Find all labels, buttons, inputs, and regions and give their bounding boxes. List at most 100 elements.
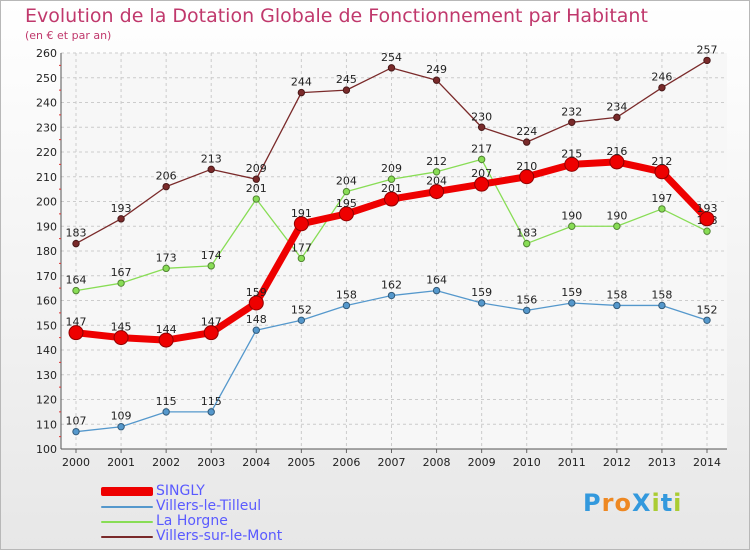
data-label-villers-le-tilleul: 159 — [561, 286, 582, 299]
logo-letter: t — [660, 489, 674, 517]
data-point-villers-sur-le-mont — [703, 56, 711, 65]
data-point-la-horgne — [432, 168, 441, 176]
y-tick-label: 100 — [36, 443, 57, 456]
logo-letter: i — [673, 489, 683, 517]
data-label-singly: 145 — [111, 321, 132, 334]
data-point-villers-sur-le-mont — [297, 88, 306, 97]
data-point-la-horgne — [387, 175, 396, 183]
data-point-villers-le-tilleul — [613, 301, 621, 310]
data-label-singly: 195 — [336, 197, 357, 210]
data-point-villers-sur-le-mont — [387, 64, 396, 72]
x-tick-label: 2005 — [287, 456, 315, 469]
data-point-villers-le-tilleul — [477, 299, 486, 307]
data-label-singly: 193 — [697, 202, 718, 215]
data-point-la-horgne — [252, 195, 260, 203]
data-point-singly — [158, 332, 174, 348]
logo-letter: X — [631, 489, 652, 517]
data-label-villers-sur-le-mont: 244 — [291, 76, 312, 89]
data-label-la-horgne: 164 — [66, 274, 87, 287]
data-point-villers-sur-le-mont — [568, 118, 576, 127]
y-tick-label: 160 — [36, 295, 57, 308]
x-tick-label: 2000 — [62, 456, 90, 469]
y-tick-label: 130 — [36, 369, 57, 382]
data-point-la-horgne — [297, 254, 306, 263]
data-label-singly: 210 — [516, 160, 537, 173]
y-tick-label: 220 — [36, 146, 57, 159]
data-label-la-horgne: 201 — [246, 182, 267, 195]
y-tick-label: 260 — [36, 47, 57, 60]
data-point-villers-sur-le-mont — [342, 86, 351, 94]
y-tick-label: 150 — [36, 319, 57, 332]
chart-title: Evolution de la Dotation Globale de Fonc… — [25, 5, 648, 27]
data-point-villers-sur-le-mont — [477, 123, 486, 131]
data-label-villers-sur-le-mont: 224 — [516, 125, 537, 138]
data-label-singly: 147 — [201, 316, 222, 329]
legend-swatch-singly — [101, 487, 153, 496]
data-point-villers-le-tilleul — [523, 306, 531, 315]
x-tick-label: 2006 — [332, 456, 360, 469]
y-tick-label: 200 — [36, 196, 57, 209]
legend-item-la-horgne[interactable]: La Horgne — [101, 514, 282, 529]
data-point-singly — [564, 156, 580, 172]
data-label-la-horgne: 177 — [291, 241, 312, 254]
data-label-la-horgne: 183 — [516, 227, 537, 240]
x-tick-label: 2011 — [558, 456, 586, 469]
data-point-la-horgne — [477, 155, 486, 164]
data-point-singly — [384, 191, 399, 207]
data-label-villers-le-tilleul: 109 — [111, 410, 132, 423]
y-tick-label: 120 — [36, 394, 57, 407]
y-tick-label: 190 — [36, 220, 57, 233]
data-point-villers-le-tilleul — [432, 286, 441, 295]
data-point-villers-sur-le-mont — [523, 138, 531, 146]
legend-item-villers-sur-le-mont[interactable]: Villers-sur-le-Mont — [101, 529, 282, 544]
data-point-villers-le-tilleul — [658, 301, 666, 310]
data-point-villers-le-tilleul — [568, 299, 576, 307]
data-point-villers-le-tilleul — [207, 408, 215, 416]
data-label-villers-le-tilleul: 162 — [381, 279, 402, 292]
data-label-villers-sur-le-mont: 183 — [66, 227, 87, 240]
data-label-la-horgne: 167 — [111, 266, 132, 279]
data-point-la-horgne — [207, 262, 215, 270]
data-label-singly: 216 — [606, 145, 627, 158]
data-point-singly — [248, 295, 264, 311]
data-label-singly: 204 — [426, 175, 447, 188]
legend-swatch-villers-le-tilleul — [101, 505, 153, 508]
data-point-singly — [609, 154, 625, 170]
x-tick-label: 2007 — [378, 456, 406, 469]
data-point-villers-le-tilleul — [72, 427, 80, 436]
data-point-villers-sur-le-mont — [613, 113, 621, 122]
data-label-la-horgne: 212 — [426, 155, 447, 168]
legend-swatch-la-horgne — [101, 520, 153, 523]
data-point-villers-sur-le-mont — [252, 175, 260, 183]
legend-item-singly[interactable]: SINGLY — [101, 484, 282, 499]
data-point-villers-le-tilleul — [297, 316, 306, 324]
data-label-la-horgne: 217 — [471, 142, 492, 155]
legend-label-villers-sur-le-mont: Villers-sur-le-Mont — [156, 528, 283, 544]
proxiti-logo: ProXiti — [583, 489, 682, 517]
data-point-villers-le-tilleul — [703, 316, 711, 324]
data-label-villers-sur-le-mont: 213 — [201, 152, 222, 165]
x-tick-label: 2001 — [107, 456, 135, 469]
data-label-la-horgne: 190 — [561, 209, 582, 222]
data-point-villers-sur-le-mont — [72, 239, 80, 248]
data-label-villers-le-tilleul: 164 — [426, 274, 447, 287]
data-label-villers-sur-le-mont: 206 — [156, 170, 177, 183]
logo-letter: P — [583, 489, 602, 517]
x-tick-label: 2008 — [423, 456, 451, 469]
data-point-villers-sur-le-mont — [432, 76, 441, 84]
legend-item-villers-le-tilleul[interactable]: Villers-le-Tilleul — [101, 499, 282, 514]
data-label-singly: 191 — [291, 207, 312, 220]
x-tick-label: 2003 — [197, 456, 225, 469]
data-point-singly — [699, 211, 715, 227]
logo-letter: r — [601, 489, 615, 517]
data-label-villers-sur-le-mont: 230 — [471, 110, 492, 123]
x-tick-label: 2010 — [513, 456, 541, 469]
data-point-villers-sur-le-mont — [207, 165, 215, 174]
data-point-villers-le-tilleul — [117, 423, 125, 431]
data-label-villers-sur-le-mont: 246 — [651, 71, 672, 84]
data-label-villers-le-tilleul: 158 — [651, 288, 672, 301]
data-point-singly — [519, 169, 535, 185]
data-point-villers-le-tilleul — [342, 301, 351, 310]
